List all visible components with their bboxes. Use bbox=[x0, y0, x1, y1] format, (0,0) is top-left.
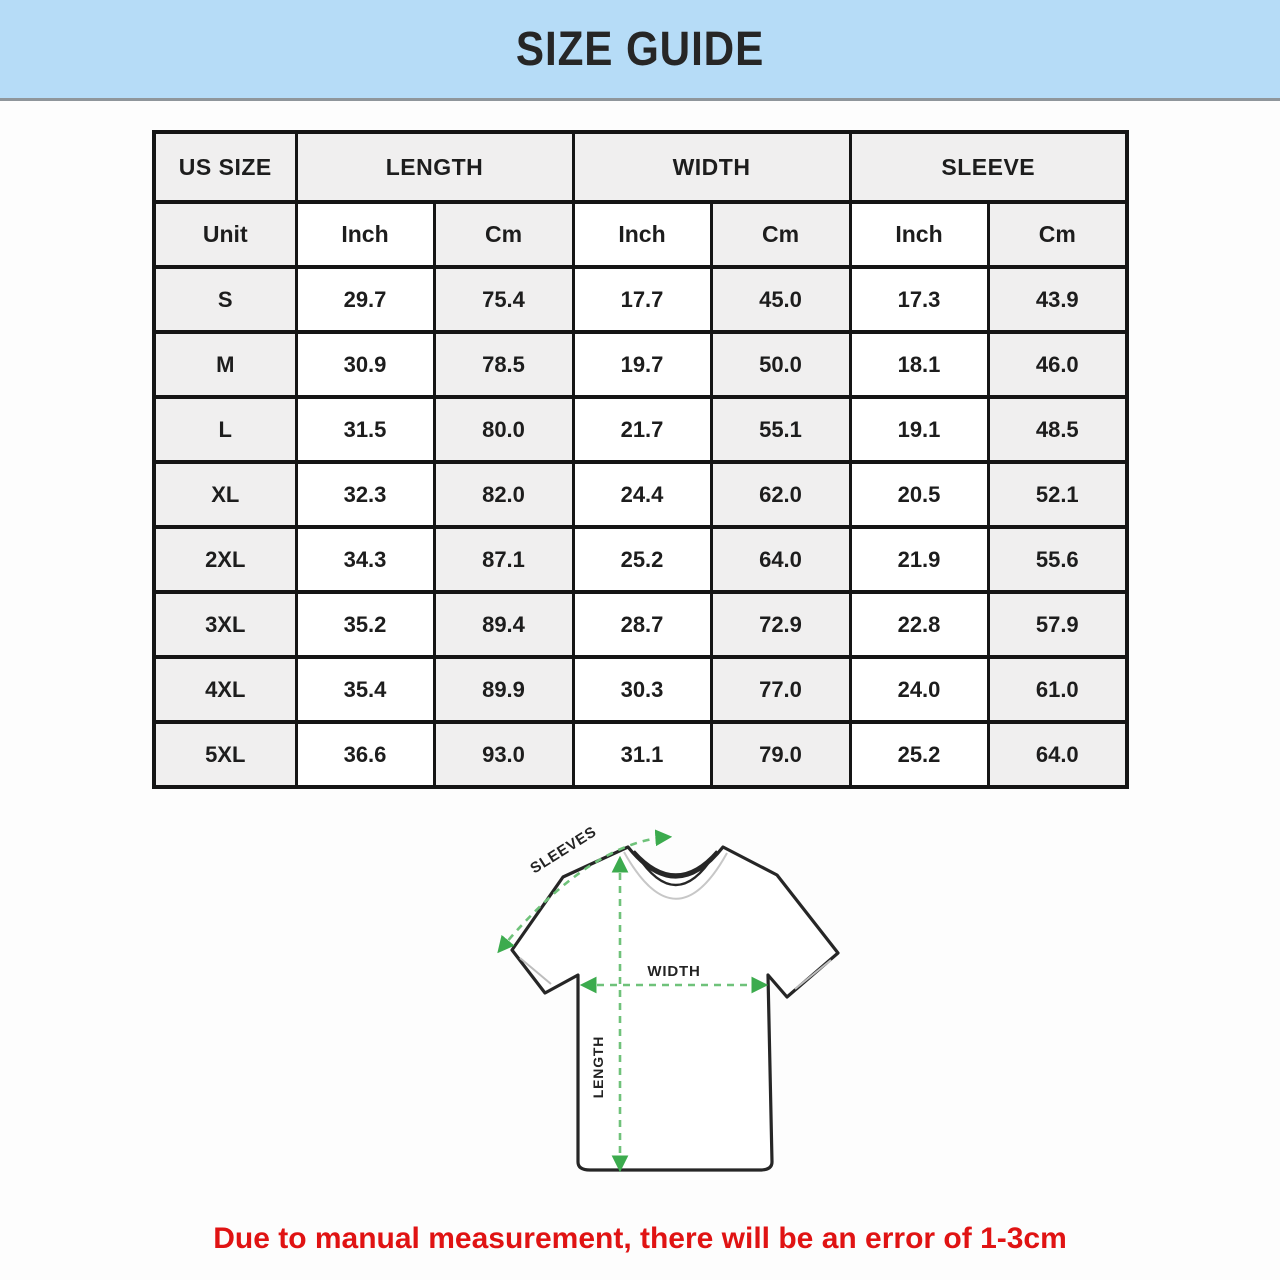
table-unit-row: Unit Inch Cm Inch Cm Inch Cm bbox=[152, 200, 1129, 269]
measurement-cell: 31.5 bbox=[294, 395, 436, 464]
size-table: US SIZE LENGTH WIDTH SLEEVE Unit Inch Cm… bbox=[152, 130, 1130, 789]
size-label-cell: XL bbox=[152, 460, 298, 529]
table-row: S 29.7 75.4 17.7 45.0 17.3 43.9 bbox=[152, 265, 1129, 334]
tshirt-measurement-diagram: SLEEVES WIDTH LENGTH bbox=[497, 823, 840, 1173]
size-label-cell: 4XL bbox=[152, 655, 298, 724]
measurement-cell: 64.0 bbox=[986, 720, 1129, 789]
measurement-cell: 55.1 bbox=[709, 395, 852, 464]
size-label-cell: M bbox=[152, 330, 298, 399]
table-row: XL 32.3 82.0 24.4 62.0 20.5 52.1 bbox=[152, 460, 1129, 529]
measurement-cell: 22.8 bbox=[848, 590, 990, 659]
measurement-cell: 31.1 bbox=[571, 720, 713, 789]
measurement-cell: 43.9 bbox=[986, 265, 1129, 334]
tshirt-outline-icon bbox=[510, 845, 840, 1172]
col-header-width: WIDTH bbox=[571, 130, 852, 204]
measurement-cell: 19.1 bbox=[848, 395, 990, 464]
size-table-body: S 29.7 75.4 17.7 45.0 17.3 43.9 M 30.9 78.5 19.7 50… bbox=[152, 265, 1129, 789]
width-label: WIDTH bbox=[647, 963, 700, 980]
measurement-cell: 25.2 bbox=[571, 525, 713, 594]
size-label-cell: 3XL bbox=[152, 590, 298, 659]
measurement-cell: 18.1 bbox=[848, 330, 990, 399]
measurement-cell: 32.3 bbox=[294, 460, 436, 529]
measurement-cell: 61.0 bbox=[986, 655, 1129, 724]
unit-cm-length: Cm bbox=[432, 200, 575, 269]
measurement-cell: 28.7 bbox=[571, 590, 713, 659]
measurement-cell: 64.0 bbox=[709, 525, 852, 594]
measurement-cell: 48.5 bbox=[986, 395, 1129, 464]
measurement-cell: 82.0 bbox=[432, 460, 575, 529]
table-row: L 31.5 80.0 21.7 55.1 19.1 48.5 bbox=[152, 395, 1129, 464]
measurement-cell: 35.2 bbox=[294, 590, 436, 659]
measurement-cell: 89.9 bbox=[432, 655, 575, 724]
table-row: M 30.9 78.5 19.7 50.0 18.1 46.0 bbox=[152, 330, 1129, 399]
measurement-cell: 80.0 bbox=[432, 395, 575, 464]
unit-cm-sleeve: Cm bbox=[986, 200, 1129, 269]
measurement-cell: 29.7 bbox=[294, 265, 436, 334]
size-label-cell: S bbox=[152, 265, 298, 334]
table-row: 3XL 35.2 89.4 28.7 72.9 22.8 57.9 bbox=[152, 590, 1129, 659]
header-banner: SIZE GUIDE bbox=[0, 0, 1280, 101]
measurement-cell: 24.0 bbox=[848, 655, 990, 724]
measurement-cell: 62.0 bbox=[709, 460, 852, 529]
measurement-cell: 50.0 bbox=[709, 330, 852, 399]
length-label: LENGTH bbox=[590, 1036, 606, 1098]
measurement-cell: 75.4 bbox=[432, 265, 575, 334]
measurement-cell: 72.9 bbox=[709, 590, 852, 659]
size-label-cell: 5XL bbox=[152, 720, 298, 789]
measurement-cell: 17.7 bbox=[571, 265, 713, 334]
measurement-cell: 34.3 bbox=[294, 525, 436, 594]
size-label-cell: L bbox=[152, 395, 298, 464]
page-title: SIZE GUIDE bbox=[515, 22, 765, 76]
measurement-cell: 46.0 bbox=[986, 330, 1129, 399]
table-row: 4XL 35.4 89.9 30.3 77.0 24.0 61.0 bbox=[152, 655, 1129, 724]
measurement-cell: 87.1 bbox=[432, 525, 575, 594]
unit-cm-width: Cm bbox=[709, 200, 852, 269]
table-row: 5XL 36.6 93.0 31.1 79.0 25.2 64.0 bbox=[152, 720, 1129, 789]
unit-inch-sleeve: Inch bbox=[848, 200, 990, 269]
measurement-cell: 30.9 bbox=[294, 330, 436, 399]
measurement-cell: 19.7 bbox=[571, 330, 713, 399]
unit-inch-width: Inch bbox=[571, 200, 713, 269]
unit-header: Unit bbox=[152, 200, 298, 269]
length-arrow: LENGTH bbox=[590, 855, 629, 1173]
measurement-cell: 20.5 bbox=[848, 460, 990, 529]
measurement-cell: 57.9 bbox=[986, 590, 1129, 659]
col-header-us-size: US SIZE bbox=[152, 130, 298, 204]
measurement-note: Due to manual measurement, there will be… bbox=[213, 1222, 1067, 1255]
measurement-cell: 35.4 bbox=[294, 655, 436, 724]
measurement-cell: 52.1 bbox=[986, 460, 1129, 529]
measurement-cell: 89.4 bbox=[432, 590, 575, 659]
measurement-cell: 24.4 bbox=[571, 460, 713, 529]
measurement-cell: 25.2 bbox=[848, 720, 990, 789]
measurement-cell: 77.0 bbox=[709, 655, 852, 724]
col-header-length: LENGTH bbox=[294, 130, 575, 204]
unit-inch-length: Inch bbox=[294, 200, 436, 269]
measurement-cell: 78.5 bbox=[432, 330, 575, 399]
measurement-cell: 21.9 bbox=[848, 525, 990, 594]
measurement-cell: 30.3 bbox=[571, 655, 713, 724]
measurement-cell: 21.7 bbox=[571, 395, 713, 464]
measurement-cell: 93.0 bbox=[432, 720, 575, 789]
size-label-cell: 2XL bbox=[152, 525, 298, 594]
measurement-cell: 17.3 bbox=[848, 265, 990, 334]
measurement-cell: 55.6 bbox=[986, 525, 1129, 594]
table-group-header-row: US SIZE LENGTH WIDTH SLEEVE bbox=[152, 130, 1129, 204]
measurement-cell: 36.6 bbox=[294, 720, 436, 789]
measurement-cell: 79.0 bbox=[709, 720, 852, 789]
table-row: 2XL 34.3 87.1 25.2 64.0 21.9 55.6 bbox=[152, 525, 1129, 594]
col-header-sleeve: SLEEVE bbox=[848, 130, 1129, 204]
measurement-cell: 45.0 bbox=[709, 265, 852, 334]
